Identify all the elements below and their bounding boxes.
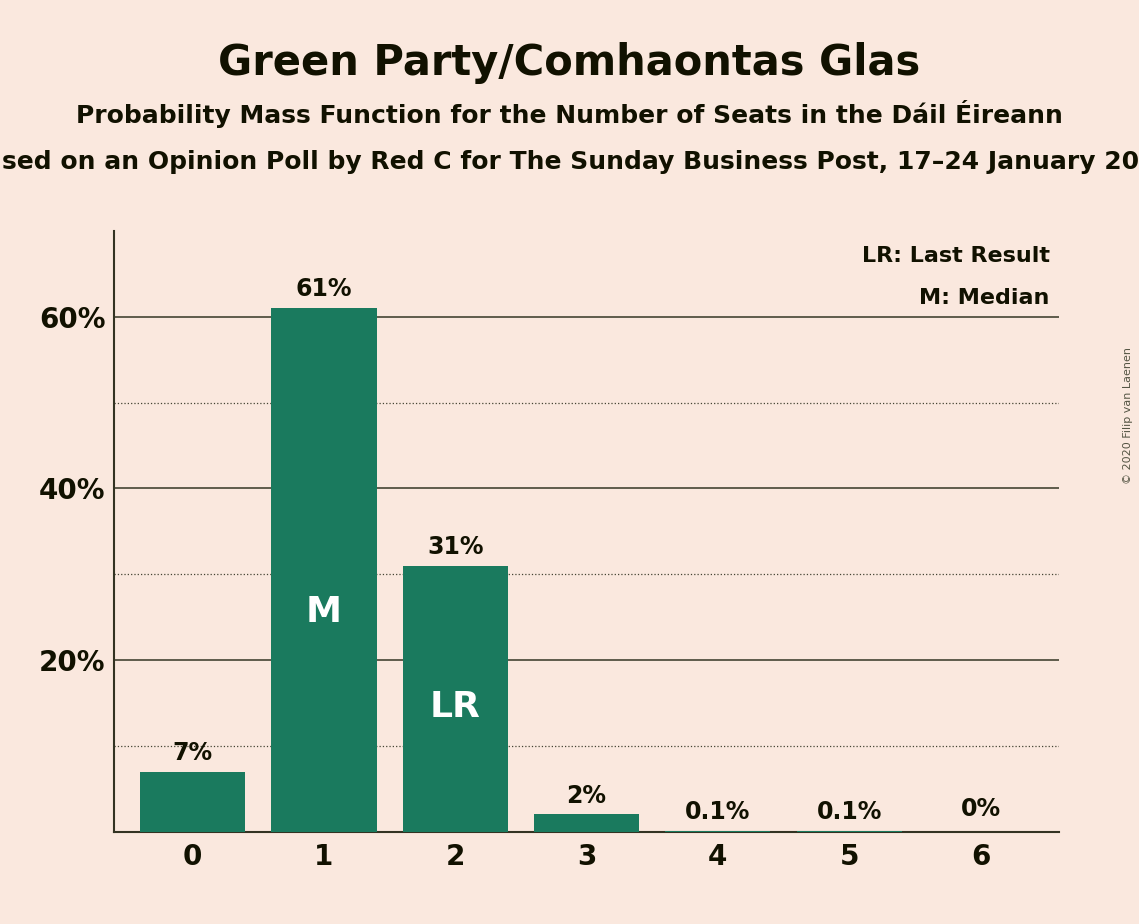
Text: © 2020 Filip van Laenen: © 2020 Filip van Laenen [1123,347,1133,484]
Text: 0.1%: 0.1% [817,800,882,824]
Bar [271,309,377,832]
Text: Based on an Opinion Poll by Red C for The Sunday Business Post, 17–24 January 20: Based on an Opinion Poll by Red C for Th… [0,150,1139,174]
Text: Probability Mass Function for the Number of Seats in the Dáil Éireann: Probability Mass Function for the Number… [76,100,1063,128]
Bar [403,565,508,832]
Text: 2%: 2% [566,784,607,808]
Text: M: M [306,595,342,628]
Bar [534,814,639,832]
Text: LR: LR [429,689,481,723]
Text: 0%: 0% [960,797,1000,821]
Bar [140,772,245,832]
Text: M: Median: M: Median [919,288,1050,308]
Text: 31%: 31% [427,535,484,559]
Text: 7%: 7% [173,741,213,765]
Text: 0.1%: 0.1% [686,800,751,824]
Text: Green Party/Comhaontas Glas: Green Party/Comhaontas Glas [219,42,920,83]
Text: LR: Last Result: LR: Last Result [862,246,1050,266]
Text: 61%: 61% [296,277,352,301]
